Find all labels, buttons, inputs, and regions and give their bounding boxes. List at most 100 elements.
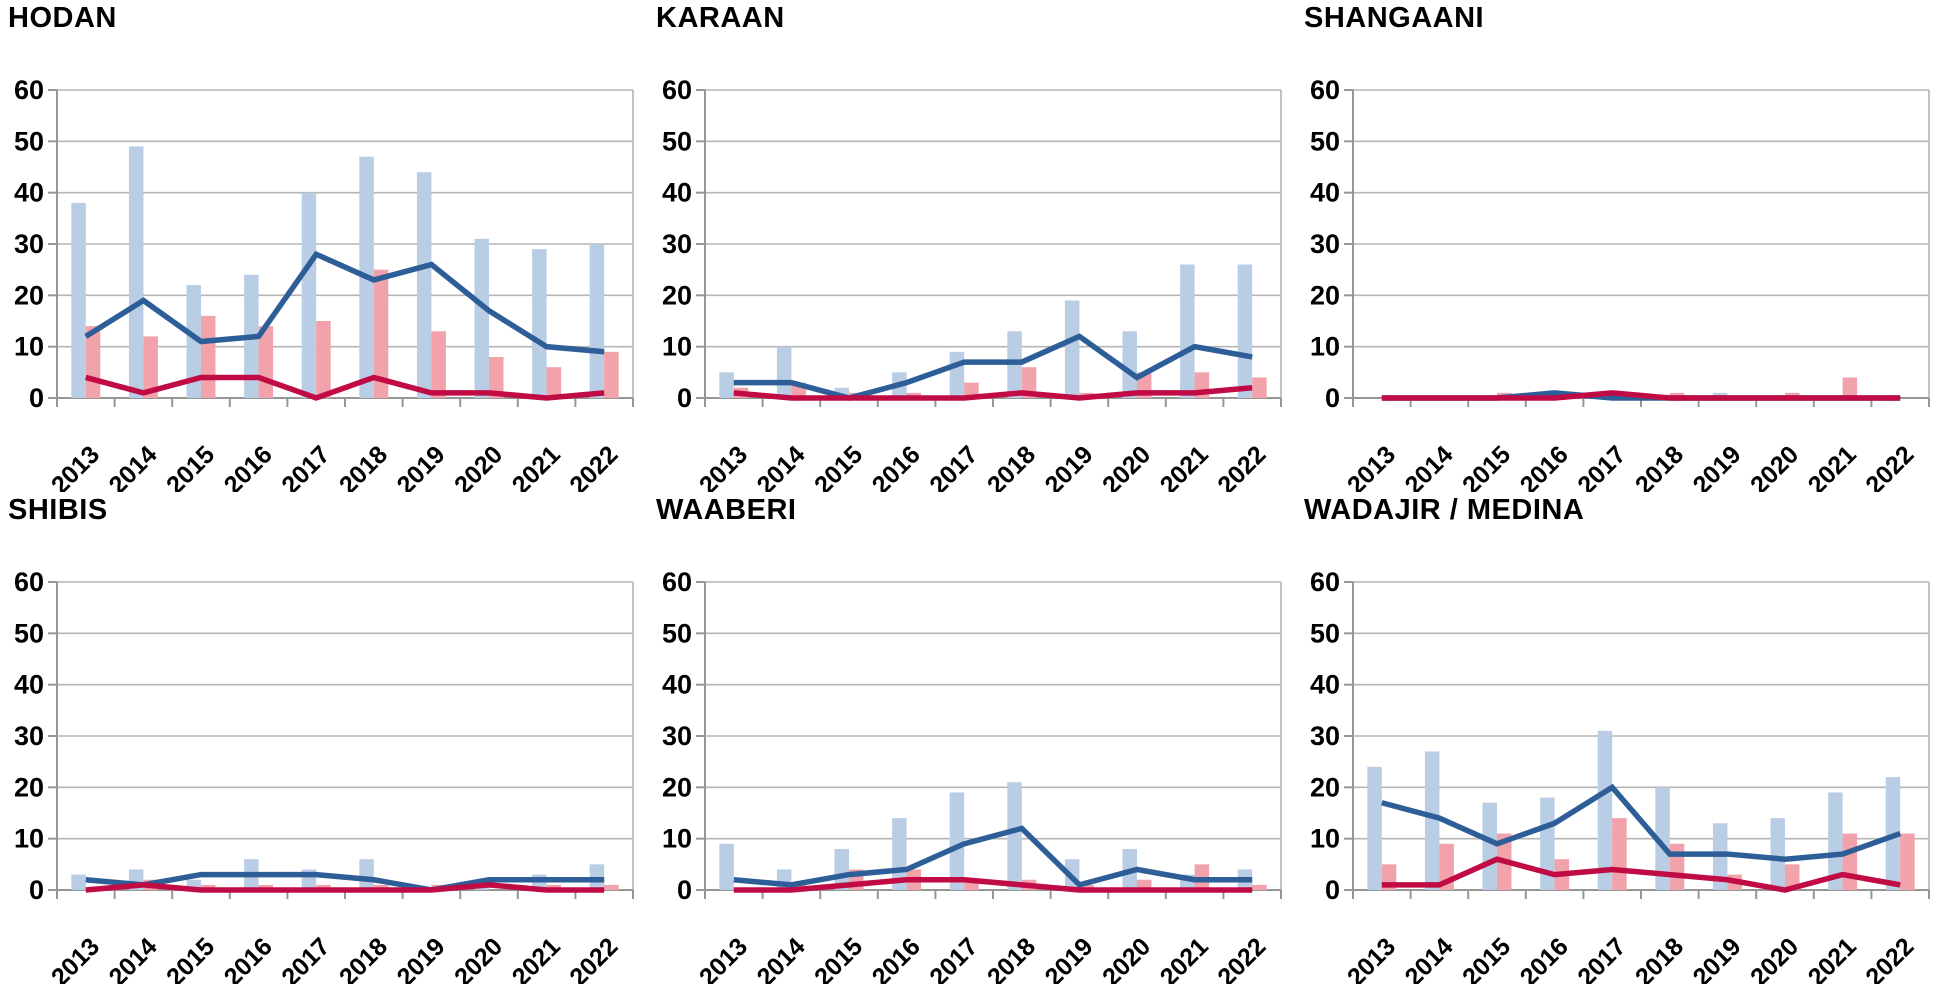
red-line xyxy=(1381,390,1901,401)
y-axis-label: 50 xyxy=(1310,126,1340,156)
blue-bar xyxy=(1007,782,1022,890)
blue-bar xyxy=(1828,792,1843,890)
blue-bar xyxy=(1482,802,1497,890)
x-axis-label: 2015 xyxy=(1457,440,1516,492)
red-line xyxy=(85,882,605,893)
pink-bar xyxy=(1252,884,1267,890)
pink-bar xyxy=(964,879,979,890)
blue-line xyxy=(85,871,605,893)
pink-bar xyxy=(373,269,389,398)
blue-bar xyxy=(949,792,965,890)
red-line xyxy=(1381,856,1901,893)
x-axis-label: 2016 xyxy=(867,440,926,492)
blue-bar xyxy=(186,879,201,890)
chart-plot: 0 10 20 30 40 50 60 201320142015201620172018201… xyxy=(662,75,1282,492)
blue-bar xyxy=(1237,264,1253,398)
blue-bar xyxy=(1064,300,1080,398)
chart-plot: 0 10 20 30 40 50 60 201320142015201620172018201… xyxy=(14,567,634,984)
x-axis-label: 2014 xyxy=(752,932,811,984)
blue-bar xyxy=(719,372,734,398)
x-axis-label: 2016 xyxy=(1515,440,1574,492)
blue-bar xyxy=(1424,751,1440,890)
y-axis-label: 50 xyxy=(662,126,692,156)
x-axis-label: 2019 xyxy=(1688,932,1747,984)
blue-bar xyxy=(474,238,489,398)
y-axis-label: 0 xyxy=(29,875,44,905)
blue-bar xyxy=(416,172,432,398)
x-axis-label: 2016 xyxy=(219,932,278,984)
x-axis-label: 2022 xyxy=(1212,440,1271,492)
y-axis-label: 30 xyxy=(1310,229,1340,259)
y-axis-label: 20 xyxy=(1310,280,1340,310)
y-axis-label: 10 xyxy=(14,332,44,362)
blue-bar xyxy=(71,202,86,398)
blue-bar xyxy=(589,244,605,398)
x-axis-label: 2022 xyxy=(1860,440,1919,492)
x-axis-label: 2018 xyxy=(334,932,393,984)
y-axis-label: 40 xyxy=(662,670,692,700)
x-axis-label: 2021 xyxy=(507,440,566,492)
pink-bar xyxy=(316,321,331,398)
x-axis-label: 2021 xyxy=(1155,440,1214,492)
pink-bar xyxy=(1900,833,1915,890)
y-axis-label: 50 xyxy=(1310,618,1340,648)
x-axis-label: 2013 xyxy=(46,440,105,492)
x-axis-label: 2015 xyxy=(1457,932,1516,984)
pink-bar xyxy=(964,382,979,398)
y-axis-label: 20 xyxy=(14,280,44,310)
blue-bar xyxy=(1655,787,1670,890)
x-axis-label: 2019 xyxy=(392,440,451,492)
chart-plot: 0 10 20 30 40 50 60 201320142015201620172018201… xyxy=(662,567,1282,984)
x-axis-label: 2022 xyxy=(1212,932,1271,984)
x-axis-label: 2016 xyxy=(219,440,278,492)
y-axis-label: 0 xyxy=(1325,383,1340,413)
chart-title: WADAJIR / MEDINA xyxy=(1304,494,1585,526)
chart-panel-waaberi: WAABERI 0 10 20 30 40 50 60 2013 2014 2015 2016 2017… xyxy=(648,492,1296,984)
pink-bar xyxy=(604,884,619,890)
chart-panel-shibis: SHIBIS 0 10 20 30 40 50 60 2013 2014 2015 2016 2017 2… xyxy=(0,492,648,984)
y-axis-label: 20 xyxy=(14,772,44,802)
x-axis-label: 2017 xyxy=(276,932,335,984)
y-axis-label: 30 xyxy=(14,721,44,751)
blue-bar xyxy=(834,387,849,398)
x-axis-label: 2013 xyxy=(1342,932,1401,984)
pink-bar xyxy=(1785,864,1800,890)
y-axis-label: 30 xyxy=(662,229,692,259)
y-axis-label: 0 xyxy=(677,383,692,413)
x-axis-label: 2017 xyxy=(924,932,983,984)
y-axis-label: 50 xyxy=(662,618,692,648)
x-axis-label: 2021 xyxy=(1155,932,1214,984)
x-axis-label: 2020 xyxy=(1745,440,1804,492)
chart-plot: 0 10 20 30 40 50 60 201320142015201620172018201… xyxy=(14,75,634,492)
pink-bar xyxy=(1669,843,1685,890)
x-axis-label: 2021 xyxy=(1803,440,1862,492)
y-axis-label: 60 xyxy=(662,567,692,597)
chart-plot: 0 10 20 30 40 50 60 201320142015201620172018201… xyxy=(1310,567,1930,984)
chart-title: SHIBIS xyxy=(8,494,108,526)
blue-line xyxy=(733,825,1253,888)
x-axis-label: 2015 xyxy=(161,932,220,984)
blue-bar xyxy=(719,843,734,890)
y-axis-label: 60 xyxy=(1310,75,1340,105)
x-axis-label: 2013 xyxy=(694,932,753,984)
x-axis-label: 2020 xyxy=(449,440,508,492)
blue-bar xyxy=(1180,264,1195,398)
y-axis-label: 20 xyxy=(1310,772,1340,802)
x-axis-label: 2019 xyxy=(1040,440,1099,492)
red-line xyxy=(733,384,1253,401)
red-line xyxy=(733,876,1253,893)
pink-bar xyxy=(1842,377,1858,398)
blue-bar xyxy=(834,848,849,890)
x-axis-label: 2018 xyxy=(334,440,393,492)
pink-bar xyxy=(1842,833,1858,890)
chart-plot: 0 10 20 30 40 50 60 201320142015201620172018201… xyxy=(1310,75,1930,492)
blue-line xyxy=(1381,783,1902,862)
y-axis-label: 10 xyxy=(662,824,692,854)
chart-title: SHANGAANI xyxy=(1304,2,1485,34)
y-axis-label: 30 xyxy=(14,229,44,259)
y-axis-label: 20 xyxy=(662,772,692,802)
blue-bar xyxy=(532,249,547,398)
x-axis-label: 2022 xyxy=(1860,932,1919,984)
y-axis-label: 50 xyxy=(14,126,44,156)
